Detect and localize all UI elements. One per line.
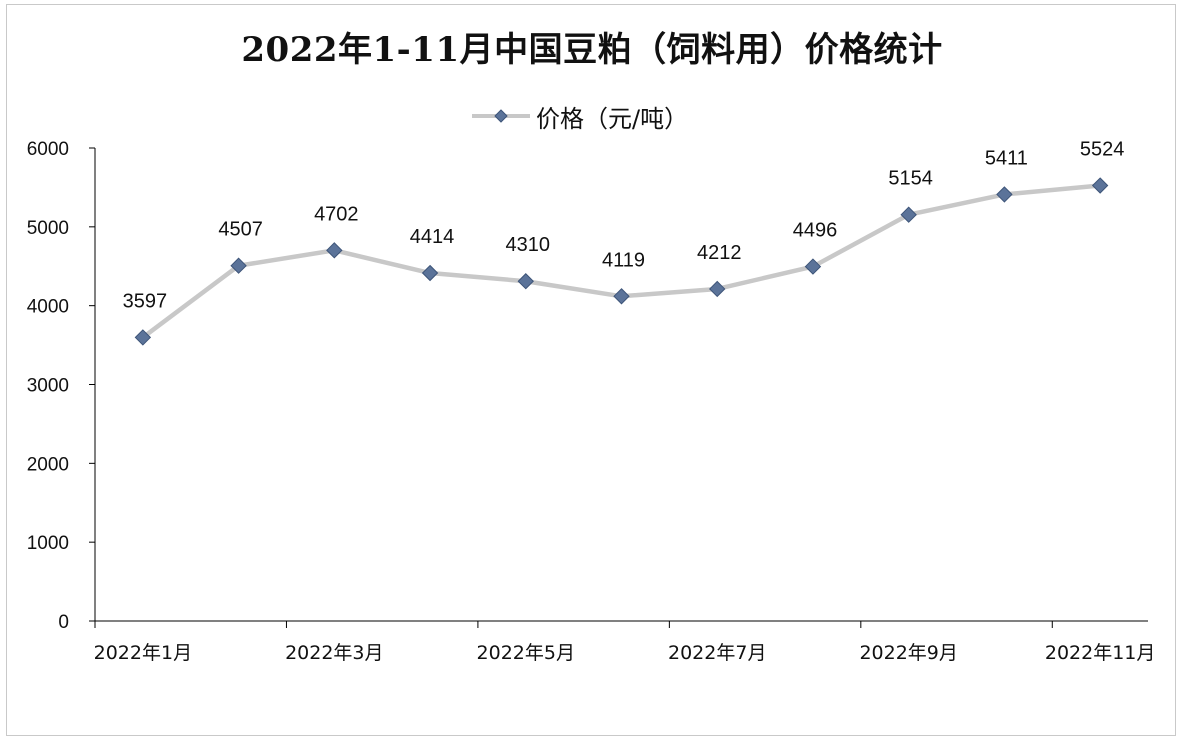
data-label: 4507 <box>218 219 263 241</box>
legend-label: 价格（元/吨） <box>536 104 689 133</box>
data-point-marker <box>517 273 534 290</box>
data-label: 4414 <box>410 226 455 248</box>
chart-frame <box>6 4 1176 736</box>
data-label: 4310 <box>506 234 551 256</box>
legend-line-marker-icon <box>472 109 530 123</box>
y-tick-label: 6000 <box>27 139 69 160</box>
data-label: 4496 <box>793 220 838 242</box>
data-point-marker <box>709 280 726 298</box>
x-tick-label: 2022年9月 <box>859 642 957 664</box>
x-tick-label: 2022年3月 <box>285 642 383 664</box>
data-point-marker <box>134 329 152 346</box>
data-point-marker <box>900 206 917 223</box>
x-tick-label: 2022年1月 <box>94 642 192 664</box>
y-tick-label: 3000 <box>27 376 69 397</box>
data-label: 5524 <box>1080 139 1125 161</box>
y-tick-label: 4000 <box>27 297 69 318</box>
data-point-marker <box>421 264 439 282</box>
data-point-marker <box>613 288 630 305</box>
chart-title: 2022年1-11月中国豆粕（饲料用）价格统计 <box>241 30 943 70</box>
data-label: 4119 <box>602 249 645 271</box>
x-tick-label: 2022年5月 <box>477 642 575 664</box>
data-label: 4702 <box>314 203 359 225</box>
data-point-marker <box>804 258 822 275</box>
y-tick-label: 1000 <box>27 533 69 554</box>
legend: 价格（元/吨） <box>470 98 688 134</box>
data-label: 5411 <box>985 147 1028 169</box>
y-tick-label: 2000 <box>27 454 69 475</box>
data-point-marker <box>996 186 1013 203</box>
y-tick-label: 5000 <box>27 218 69 239</box>
data-point-marker <box>326 242 343 259</box>
data-label: 3597 <box>123 290 168 312</box>
data-label: 5154 <box>888 168 933 190</box>
x-tick-label: 2022年7月 <box>668 642 766 664</box>
x-tick-label: 2022年11月 <box>1045 642 1156 664</box>
data-label: 4212 <box>697 242 742 264</box>
data-point-marker <box>230 257 247 274</box>
data-point-marker <box>1091 177 1109 194</box>
y-tick-label: 0 <box>58 612 69 633</box>
